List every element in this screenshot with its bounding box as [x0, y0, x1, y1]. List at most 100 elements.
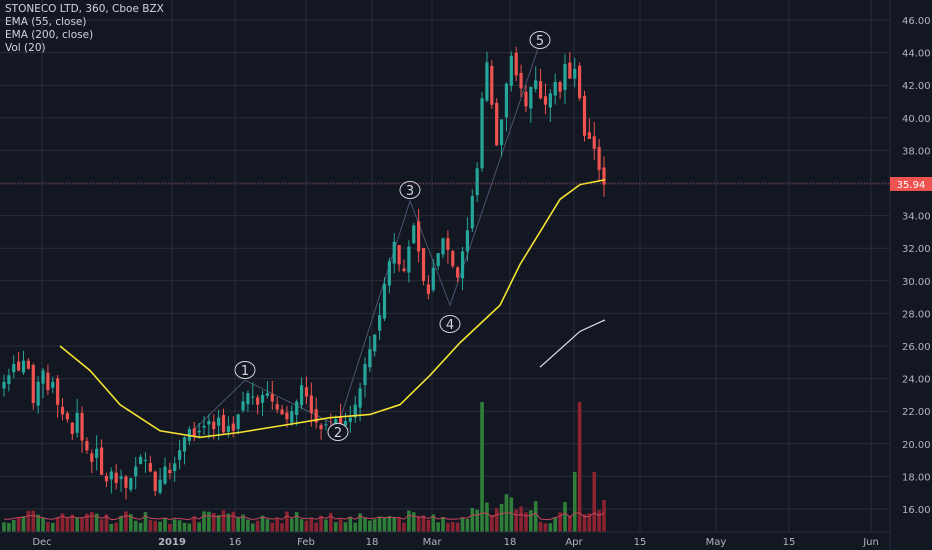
candle-body — [319, 424, 323, 430]
volume-bar — [41, 517, 45, 532]
candle-body — [480, 98, 484, 169]
candle-body — [382, 284, 387, 319]
candle-body — [153, 471, 157, 492]
candle-body — [314, 409, 318, 423]
volume-bar — [31, 510, 36, 532]
y-tick-label: 24.00 — [902, 375, 931, 386]
elliott-wave-lines — [192, 42, 541, 432]
volume-bar — [50, 522, 55, 532]
candle-body — [378, 315, 382, 331]
volume-bar — [358, 513, 362, 532]
candle-body — [51, 381, 55, 388]
volume-bar — [402, 522, 406, 532]
legend-symbol[interactable]: STONECO LTD, 360, Cboe BZX — [5, 3, 164, 15]
volume-bar — [197, 522, 201, 532]
candle-body — [343, 420, 348, 426]
volume-bar — [241, 514, 245, 532]
candle-body — [202, 425, 206, 428]
candle-body — [534, 80, 538, 89]
volume-bar — [319, 515, 323, 532]
candle-body — [143, 460, 148, 462]
volume-bar — [75, 517, 79, 532]
volume-bar — [416, 516, 421, 532]
candle-body — [85, 441, 89, 451]
volume-bar — [368, 520, 372, 532]
candle-body — [75, 412, 79, 433]
volume-bar — [36, 514, 40, 532]
volume-bar — [470, 507, 475, 532]
x-tick-label: Dec — [32, 537, 51, 548]
volume-bar — [158, 521, 162, 532]
volume-bar — [343, 522, 348, 532]
volume-bar — [592, 472, 597, 532]
candle-body — [7, 375, 11, 384]
candle-body — [324, 424, 328, 426]
volume-bar — [597, 510, 601, 532]
legend-volume[interactable]: Vol (20) — [5, 42, 46, 54]
legend-ema55[interactable]: EMA (55, close) — [5, 16, 87, 28]
volume-bar — [558, 512, 562, 532]
candle-body — [387, 261, 391, 286]
volume-bar — [372, 519, 377, 532]
legend-ema200[interactable]: EMA (200, close) — [5, 29, 94, 41]
candle-body — [134, 466, 138, 477]
candle-body — [65, 413, 70, 420]
candle-body — [485, 62, 489, 101]
volume-bar — [133, 520, 138, 532]
candle-body — [553, 81, 557, 96]
time-axis[interactable]: Dec 2019 16 Feb 18 Mar 18 Apr 15 May 15 Jun — [32, 537, 878, 548]
volume-bar — [538, 521, 543, 532]
candle-body — [104, 475, 109, 482]
candle-body — [436, 253, 440, 267]
chart-legend: STONECO LTD, 360, Cboe BZX EMA (55, clos… — [5, 3, 164, 55]
volume-bar — [250, 523, 255, 532]
volume-bar — [324, 519, 328, 532]
volume-bar — [582, 514, 587, 532]
volume-bar — [314, 522, 318, 532]
volume-bar — [333, 522, 338, 532]
candle-body — [568, 62, 572, 79]
volume-bar — [294, 512, 299, 532]
volume-bar — [572, 472, 577, 532]
wave-label-text: 4 — [446, 318, 454, 333]
candle-body — [456, 267, 460, 278]
volume-bar — [65, 517, 70, 532]
x-tick-label: 15 — [783, 537, 796, 548]
volume-bar — [226, 513, 231, 532]
candle-body — [295, 401, 299, 416]
volume-bar — [221, 510, 226, 532]
y-tick-label: 18.00 — [902, 472, 931, 483]
volume-bar — [480, 402, 484, 532]
wave-label-text: 1 — [241, 364, 249, 379]
candle-body — [392, 241, 396, 264]
candle-body — [290, 411, 294, 423]
candle-body — [95, 448, 99, 458]
volume-bar — [387, 516, 392, 532]
candle-body — [241, 401, 245, 411]
volume-bar — [519, 506, 523, 532]
candle-body — [538, 81, 543, 99]
volume-bar — [55, 517, 60, 532]
candle-body — [309, 395, 313, 413]
candle-body — [90, 453, 94, 462]
candle-body — [212, 421, 216, 430]
volume-bar — [475, 509, 479, 532]
ema55-line — [59, 178, 606, 439]
candle-body — [46, 372, 50, 391]
volume-bar — [26, 510, 31, 532]
candle-body — [280, 409, 284, 415]
candle-body — [21, 360, 26, 373]
candle-body — [173, 463, 177, 472]
volume-bar — [270, 522, 275, 532]
volume-bar — [587, 513, 592, 532]
candle-body — [119, 476, 123, 479]
x-tick-label: 15 — [634, 537, 647, 548]
volume-bar — [411, 512, 416, 532]
candle-body — [260, 394, 265, 403]
volume-bar — [260, 515, 265, 532]
wave-label-text: 5 — [536, 34, 544, 49]
y-tick-label: 22.00 — [902, 407, 931, 418]
y-tick-label: 40.00 — [902, 114, 931, 125]
ema200-line — [539, 319, 606, 368]
